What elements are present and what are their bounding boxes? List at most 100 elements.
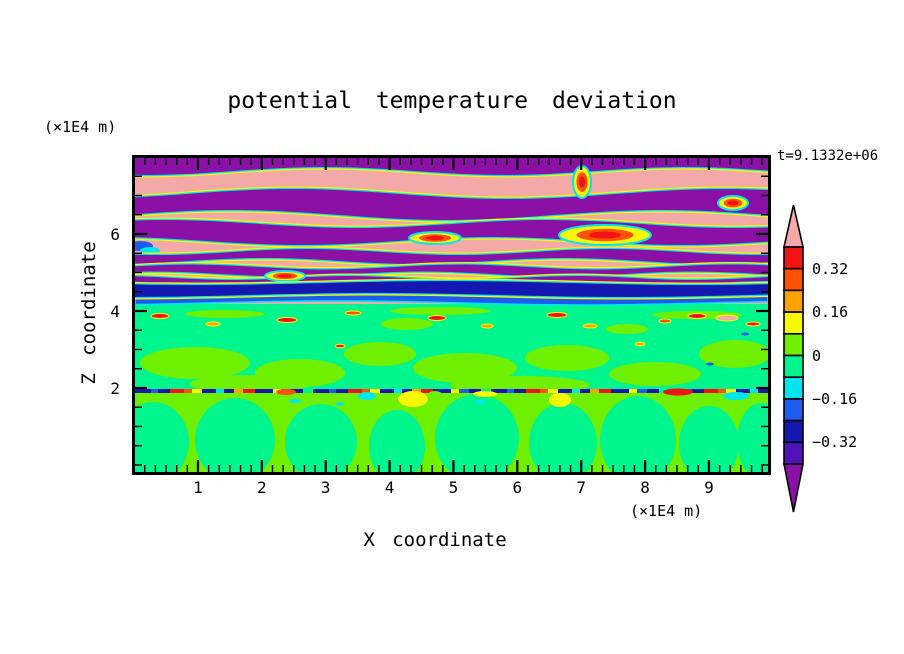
colorbar-arrow-up xyxy=(784,205,803,247)
z-axis-unit-label: (×1E4 m) xyxy=(44,118,116,136)
inversion-dash xyxy=(572,389,580,393)
inversion-dash xyxy=(255,389,273,393)
inversion-dash xyxy=(313,389,329,393)
inversion-dash xyxy=(704,389,718,393)
inversion-dash xyxy=(611,389,629,393)
time-annotation: t=9.1332e+06 xyxy=(777,148,878,164)
inversion-dash xyxy=(647,389,659,393)
inversion-dash xyxy=(590,389,599,393)
inversion-dash xyxy=(192,389,202,393)
inversion-dash xyxy=(380,389,394,393)
anomaly-speck xyxy=(741,333,749,336)
x-tick-label: 7 xyxy=(566,478,596,497)
x-axis-unit-label: (×1E4 m) xyxy=(630,502,702,520)
colorbar-block xyxy=(784,334,803,356)
mid-patch xyxy=(185,310,265,318)
mid-patch xyxy=(344,342,416,366)
anomaly-speck xyxy=(345,311,361,315)
inversion-dash xyxy=(451,389,459,393)
plot-frame xyxy=(132,155,771,475)
anomaly-speck xyxy=(659,319,671,323)
anomaly-speck xyxy=(583,324,597,328)
colorbar-label: 0.32 xyxy=(812,260,882,278)
inversion-dash xyxy=(202,389,216,393)
inversion-dash xyxy=(151,389,158,393)
inversion-anomaly xyxy=(358,392,376,400)
anomaly-speck xyxy=(746,322,760,326)
contour-field xyxy=(135,158,768,472)
inversion-dash xyxy=(329,389,336,393)
inversion-dash xyxy=(184,389,192,393)
figure: potential temperature deviation (×1E4 m)… xyxy=(0,0,904,654)
colorbar-block xyxy=(784,356,803,378)
inversion-dash xyxy=(216,389,224,393)
x-tick-label: 3 xyxy=(311,478,341,497)
inversion-anomaly xyxy=(276,389,296,395)
inversion-anomaly xyxy=(398,391,428,407)
inversion-anomaly xyxy=(549,393,571,407)
hotspot-core xyxy=(426,236,444,240)
colorbar-block xyxy=(784,312,803,334)
inversion-anomaly xyxy=(723,392,749,400)
inversion-dash xyxy=(370,389,380,393)
anomaly-speck xyxy=(716,315,738,321)
inversion-dash xyxy=(599,389,611,393)
x-tick-label: 8 xyxy=(630,478,660,497)
inversion-anomaly xyxy=(475,400,485,404)
inversion-dash xyxy=(135,389,151,393)
colorbar-arrow-down xyxy=(784,464,803,512)
colorbar-label: 0 xyxy=(812,347,882,365)
inversion-dash xyxy=(514,389,526,393)
colorbar-block xyxy=(784,247,803,269)
inversion-anomaly xyxy=(289,399,301,403)
colorbar-block xyxy=(784,377,803,399)
inversion-anomaly xyxy=(427,391,443,401)
inversion-dash xyxy=(750,389,758,393)
mid-patch xyxy=(390,307,490,315)
inversion-anomaly xyxy=(473,391,497,397)
anomaly-speck xyxy=(706,363,714,366)
mid-patch xyxy=(609,362,701,386)
hotspot-core xyxy=(278,274,292,278)
anomaly-speck xyxy=(547,313,567,318)
inversion-dash xyxy=(540,389,548,393)
inversion-dash xyxy=(526,389,540,393)
hotspot-core xyxy=(579,176,585,187)
colorbar-block xyxy=(784,399,803,421)
inversion-dash xyxy=(303,389,313,393)
inversion-dash xyxy=(243,389,255,393)
colorbar-label: −0.16 xyxy=(812,390,882,408)
x-tick-label: 9 xyxy=(694,478,724,497)
inversion-dash xyxy=(558,389,572,393)
inversion-dash xyxy=(224,389,234,393)
anomaly-speck xyxy=(481,324,493,328)
inversion-dash xyxy=(629,389,637,393)
mid-patch xyxy=(140,347,250,379)
inversion-dash xyxy=(348,389,362,393)
inversion-dash xyxy=(170,389,184,393)
x-tick-label: 4 xyxy=(375,478,405,497)
mid-patch xyxy=(381,318,433,330)
z-axis-title: Z coordinate xyxy=(78,213,100,413)
anomaly-speck xyxy=(335,344,345,348)
anomaly-speck xyxy=(635,342,645,346)
x-tick-label: 6 xyxy=(502,478,532,497)
anomaly-speck xyxy=(277,318,297,323)
inversion-dash xyxy=(692,389,704,393)
mid-patch xyxy=(606,324,648,334)
x-axis-title: X coordinate xyxy=(0,529,870,551)
inversion-anomaly xyxy=(663,389,693,396)
colorbar-block xyxy=(784,269,803,291)
anomaly-speck xyxy=(206,322,220,326)
colorbar-block xyxy=(784,290,803,312)
inversion-dash xyxy=(718,389,726,393)
inversion-dash xyxy=(158,389,170,393)
colorbar-block xyxy=(784,442,803,464)
colorbar-label: −0.32 xyxy=(812,433,882,451)
colorbar-block xyxy=(784,421,803,443)
inversion-anomaly xyxy=(336,402,344,406)
hotspot-core xyxy=(589,232,621,239)
inversion-dash xyxy=(336,389,348,393)
colorbar xyxy=(780,203,808,515)
inversion-dash xyxy=(580,389,590,393)
